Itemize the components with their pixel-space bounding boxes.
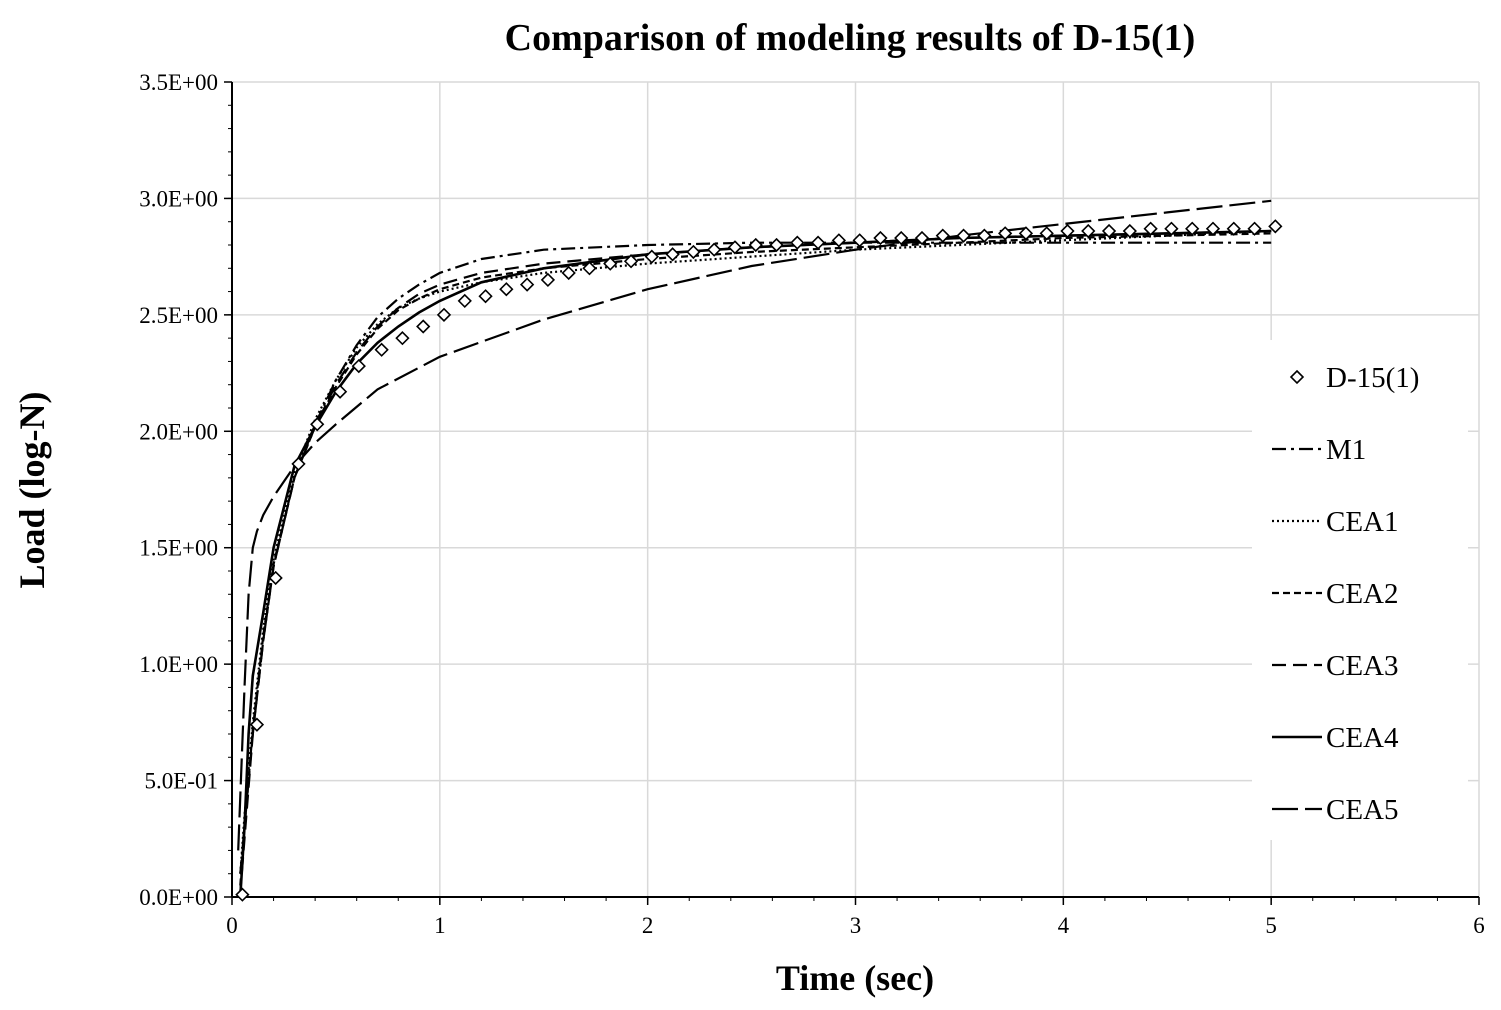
data-point (540, 272, 556, 288)
data-point (1060, 223, 1075, 239)
data-point (644, 249, 659, 264)
data-point (769, 237, 784, 253)
chart-title: Comparison of modeling results of D-15(1… (505, 17, 1196, 59)
data-point (707, 242, 722, 257)
x-tick-label: 1 (434, 913, 446, 938)
data-point (1185, 221, 1200, 236)
data-point (1164, 221, 1179, 236)
x-tick-label: 3 (850, 913, 862, 938)
data-point (1122, 223, 1137, 239)
y-tick-label: 5.0E-01 (145, 769, 218, 794)
data-point (268, 570, 283, 586)
legend-label-cea1: CEA1 (1326, 506, 1399, 538)
data-point (478, 289, 493, 304)
data-point (249, 717, 265, 732)
series-line-cea4 (239, 229, 1272, 898)
y-tick-label: 0.0E+00 (139, 885, 218, 910)
x-tick-label: 2 (642, 913, 654, 938)
data-point (831, 233, 847, 248)
data-point (1226, 221, 1241, 236)
data-point (1101, 223, 1117, 239)
data-point (436, 307, 452, 322)
data-point (935, 228, 950, 243)
data-point (873, 230, 888, 246)
x-axis-title: Time (sec) (776, 958, 934, 998)
y-axis-title: Load (log-N) (12, 392, 52, 589)
data-point (561, 265, 576, 281)
legend-background (1252, 340, 1468, 840)
legend-label-d-15-1-: D-15(1) (1326, 362, 1419, 394)
y-tick-label: 2.0E+00 (139, 419, 218, 444)
data-point (727, 240, 743, 255)
data-point (395, 331, 410, 346)
y-tick-label: 2.5E+00 (139, 303, 218, 328)
x-tick-label: 5 (1265, 913, 1277, 938)
data-point (235, 887, 250, 902)
data-point (1205, 221, 1221, 236)
data-point (310, 417, 325, 432)
y-tick-label: 1.0E+00 (139, 652, 218, 677)
data-point (499, 282, 514, 297)
y-tick-label: 3.5E+00 (139, 70, 218, 95)
data-point (894, 230, 909, 246)
legend-marker-d-15-1- (1289, 369, 1305, 385)
data-point (1081, 223, 1096, 239)
data-point (748, 237, 763, 253)
legend-label-cea3: CEA3 (1326, 650, 1399, 682)
data-point (790, 235, 805, 250)
data-point (332, 384, 348, 399)
data-point (351, 358, 366, 374)
data-point (956, 228, 971, 243)
data-point (665, 247, 680, 262)
data-point (914, 230, 930, 246)
axes: 0.0E+00 5.0E-01 1.0E+00 1.5E+00 2.0E+00 2.5E+… (139, 70, 1485, 938)
x-tick-label: 0 (226, 913, 238, 938)
data-point (519, 277, 535, 292)
x-tick-label: 4 (1058, 913, 1070, 938)
x-tick-label: 6 (1473, 913, 1485, 938)
legend-label-m1: M1 (1326, 434, 1366, 466)
data-point (686, 244, 701, 260)
legend-label-cea4: CEA4 (1326, 722, 1399, 754)
legend-label-cea5: CEA5 (1326, 794, 1399, 826)
series-layer (235, 199, 1283, 902)
data-point (1018, 226, 1034, 241)
data-point (1268, 219, 1283, 234)
series-line-cea2 (239, 232, 1272, 886)
legend-label-cea2: CEA2 (1326, 578, 1399, 610)
data-point (1039, 226, 1054, 241)
data-point (291, 456, 306, 472)
y-tick-label: 1.5E+00 (139, 536, 218, 561)
data-point (623, 254, 639, 269)
data-point (416, 319, 431, 334)
data-point (810, 235, 826, 250)
data-point (1247, 221, 1262, 236)
y-tick-label: 3.0E+00 (139, 186, 218, 211)
legend: D-15(1) M1 CEA1 CEA2 CEA3 CEA4 CEA5 (1252, 340, 1468, 840)
data-point (374, 342, 389, 357)
data-point (998, 226, 1013, 241)
data-point (977, 228, 992, 243)
data-point (852, 233, 867, 248)
data-point (1143, 221, 1158, 236)
data-point (582, 261, 597, 276)
data-point (457, 293, 472, 309)
data-point (603, 256, 618, 271)
